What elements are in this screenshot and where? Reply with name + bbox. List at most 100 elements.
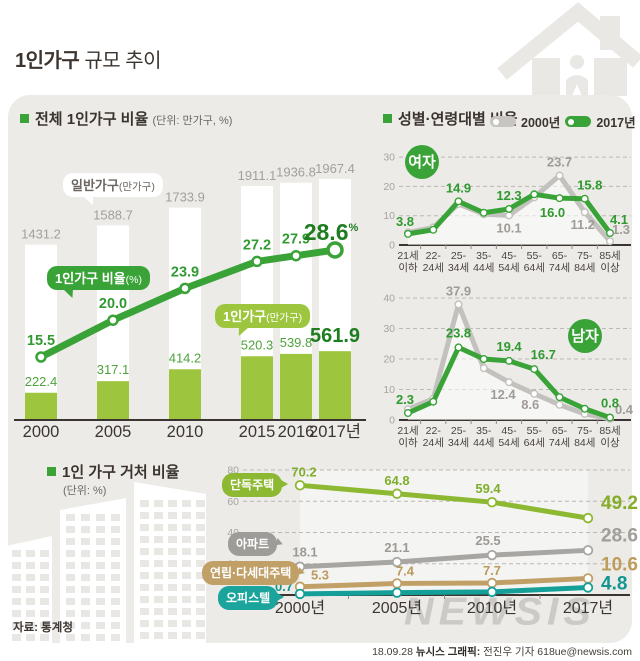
- callout-ratio-main: 1인가구 비율: [55, 271, 126, 286]
- point-label: 70.2: [291, 464, 316, 479]
- chart-housing-type: 20406080070.264.859.449.218.121.125.528.…: [227, 464, 638, 617]
- x-category: 84세: [574, 437, 595, 449]
- dot-2017: [504, 204, 513, 213]
- building-window: [140, 572, 149, 579]
- point-label: 37.9: [446, 283, 471, 298]
- building-window: [12, 550, 21, 557]
- chart-male-by-age: 10 20 30 40 0 37.9 12.4 8.6 0.4 2.3 23.8 19.4 16.7 0.…: [383, 283, 633, 449]
- building-window: [154, 512, 163, 519]
- legend-2017-icon: [565, 116, 592, 127]
- building-window: [182, 524, 191, 531]
- section-title-housing-text: 1인 가구 거처 비율: [62, 464, 180, 481]
- point-label: 4.1: [610, 212, 628, 227]
- pct-label: 20.0: [99, 296, 127, 312]
- pill-label: 단독주택: [230, 478, 275, 492]
- building-window: [66, 562, 75, 569]
- y-tick: 0: [389, 240, 395, 252]
- green-square-icon: [20, 114, 29, 123]
- gender-badge-label: 여자: [408, 154, 436, 171]
- bar-single-label: 317.1: [97, 362, 130, 377]
- bar-single: [241, 356, 273, 420]
- building-window: [12, 634, 21, 641]
- page-title-rest: 규모 추이: [79, 50, 162, 72]
- point-label: 16.7: [531, 347, 556, 362]
- building-window: [168, 608, 177, 615]
- building-window: [81, 550, 90, 557]
- x-category: 22-: [426, 425, 442, 437]
- callout-ratio-sub: (%): [125, 274, 142, 286]
- pill-label: 오피스텔: [226, 591, 271, 605]
- building-window: [182, 560, 191, 567]
- building-window: [154, 608, 163, 615]
- callout-count-main: 1인가구: [223, 309, 267, 324]
- callout-general-main: 일반가구: [71, 178, 119, 193]
- x-category: 74세: [549, 437, 570, 449]
- building-window: [81, 514, 90, 521]
- building-window: [154, 632, 163, 639]
- x-category: 64세: [524, 262, 545, 274]
- dot-2000: [504, 378, 513, 387]
- legend-2000-label: 2000년: [521, 116, 561, 130]
- x-category: 21세: [397, 250, 418, 262]
- point-label: 3.8: [396, 214, 414, 229]
- y-tick: 0: [389, 415, 395, 427]
- y-tick: 20: [383, 181, 395, 193]
- building-window: [81, 574, 90, 581]
- section-unit-housing: (단위: %): [63, 485, 107, 497]
- line-0: [297, 482, 591, 521]
- building-window: [168, 632, 177, 639]
- x-category: 2005년: [372, 599, 422, 617]
- building-window: [196, 500, 205, 507]
- building-window: [66, 574, 75, 581]
- building-window: [168, 536, 177, 543]
- building-window: [66, 514, 75, 521]
- end-label: 4.8: [601, 574, 627, 595]
- pct-dot: [290, 249, 302, 262]
- x-category: 75-: [577, 250, 593, 262]
- x-category: 85세: [599, 425, 620, 437]
- building-window: [154, 620, 163, 627]
- x-category: 65-: [552, 250, 568, 262]
- dot-2017: [580, 404, 589, 413]
- bar-single-label: 414.2: [169, 350, 202, 365]
- y-tick: 30: [383, 323, 395, 335]
- building-window: [140, 596, 149, 603]
- dot-2017: [605, 413, 614, 422]
- building-window: [96, 526, 105, 533]
- building-window: [140, 632, 149, 639]
- pill-apartment: 아파트: [228, 532, 285, 556]
- pill-label: 연립·다세대주택: [210, 566, 292, 580]
- x-category: 이하: [398, 436, 418, 449]
- building-window: [40, 550, 49, 557]
- dot-3: [582, 582, 594, 593]
- building-window: [26, 574, 35, 581]
- callout-single-count: 1인가구(만가구): [215, 304, 311, 336]
- x-category: 75-: [577, 425, 593, 437]
- building: [60, 498, 126, 643]
- dot-0: [486, 496, 498, 508]
- dot-2000: [555, 171, 564, 180]
- x-category: 55-: [527, 250, 543, 262]
- point-label: 15.8: [577, 178, 602, 193]
- dot-2000: [530, 389, 539, 398]
- dot-0: [294, 480, 306, 491]
- building-window: [26, 562, 35, 569]
- dot-2017: [530, 190, 539, 199]
- x-category: 65-: [552, 425, 568, 437]
- x-category: 54세: [498, 437, 519, 449]
- building-window: [182, 596, 191, 603]
- pct-line: [37, 246, 339, 361]
- building-window: [182, 632, 191, 639]
- point-label: 59.4: [475, 481, 501, 496]
- building-window: [154, 584, 163, 591]
- building-window: [81, 622, 90, 629]
- point-label: 2.3: [396, 392, 414, 407]
- section-title-housing: 1인 가구 거처 비율: [47, 461, 179, 482]
- dot-2017: [429, 397, 438, 406]
- building-window: [140, 512, 149, 519]
- section-title-total-text: 전체 1인가구 비율: [35, 111, 149, 128]
- y-tick: 40: [383, 293, 395, 305]
- x-category: 22-: [426, 250, 442, 262]
- chart-female-by-age: 10 20 30 0 10.1 23.7 11.2 1.3 3.8 14.9 12.3 16.0 15.…: [383, 145, 631, 274]
- dot-2000: [555, 400, 564, 409]
